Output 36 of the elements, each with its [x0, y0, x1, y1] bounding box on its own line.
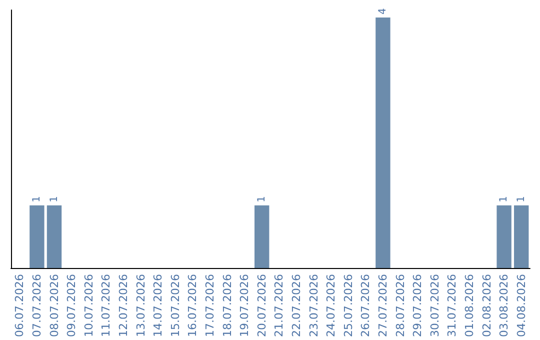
- x-tick-label: 06.07.2026: [13, 274, 26, 338]
- x-tick-label: 16.07.2026: [186, 274, 200, 338]
- x-tick-label: 24.07.2026: [324, 274, 338, 338]
- x-tick-label: 22.07.2026: [290, 274, 303, 338]
- x-tick-label: 28.07.2026: [394, 274, 407, 338]
- x-tick-label: 01.08.2026: [462, 274, 476, 338]
- x-tick-label: 23.07.2026: [307, 274, 320, 338]
- x-tick-label: 12.07.2026: [116, 274, 130, 338]
- x-tick-label: 25.07.2026: [342, 274, 355, 338]
- x-tick-label: 11.07.2026: [100, 274, 113, 338]
- x-tick-label: 13.07.2026: [134, 274, 148, 338]
- x-tick-label: 02.08.2026: [480, 274, 494, 338]
- data-label: 1: [31, 196, 42, 202]
- x-tick-label: 21.07.2026: [272, 274, 286, 338]
- x-tick-label: 20.07.2026: [255, 274, 268, 338]
- x-tick-label: 15.07.2026: [168, 274, 182, 338]
- x-tick-label: 08.07.2026: [48, 274, 61, 338]
- x-tick-label: 14.07.2026: [152, 274, 165, 338]
- x-tick-label: 10.07.2026: [82, 274, 96, 338]
- data-label: 1: [48, 196, 60, 202]
- x-tick-label: 31.07.2026: [446, 274, 459, 338]
- x-tick-label: 26.07.2026: [359, 274, 372, 338]
- data-label: 1: [516, 196, 527, 202]
- data-label: 4: [377, 8, 388, 15]
- x-tick-label: 07.07.2026: [30, 274, 44, 338]
- x-tick-label: 19.07.2026: [238, 274, 252, 338]
- data-label: 1: [256, 196, 268, 202]
- x-tick-label: 04.08.2026: [514, 274, 528, 338]
- x-tick-label: 30.07.2026: [428, 274, 442, 338]
- x-tick-label: 29.07.2026: [411, 274, 424, 338]
- x-tick-label: 03.08.2026: [498, 274, 511, 338]
- x-tick-label: 17.07.2026: [203, 274, 216, 338]
- x-tick-label: 27.07.2026: [376, 274, 390, 338]
- x-tick-label: 18.07.2026: [220, 274, 234, 338]
- data-label: 1: [498, 196, 510, 202]
- x-tick-label: 09.07.2026: [65, 274, 78, 338]
